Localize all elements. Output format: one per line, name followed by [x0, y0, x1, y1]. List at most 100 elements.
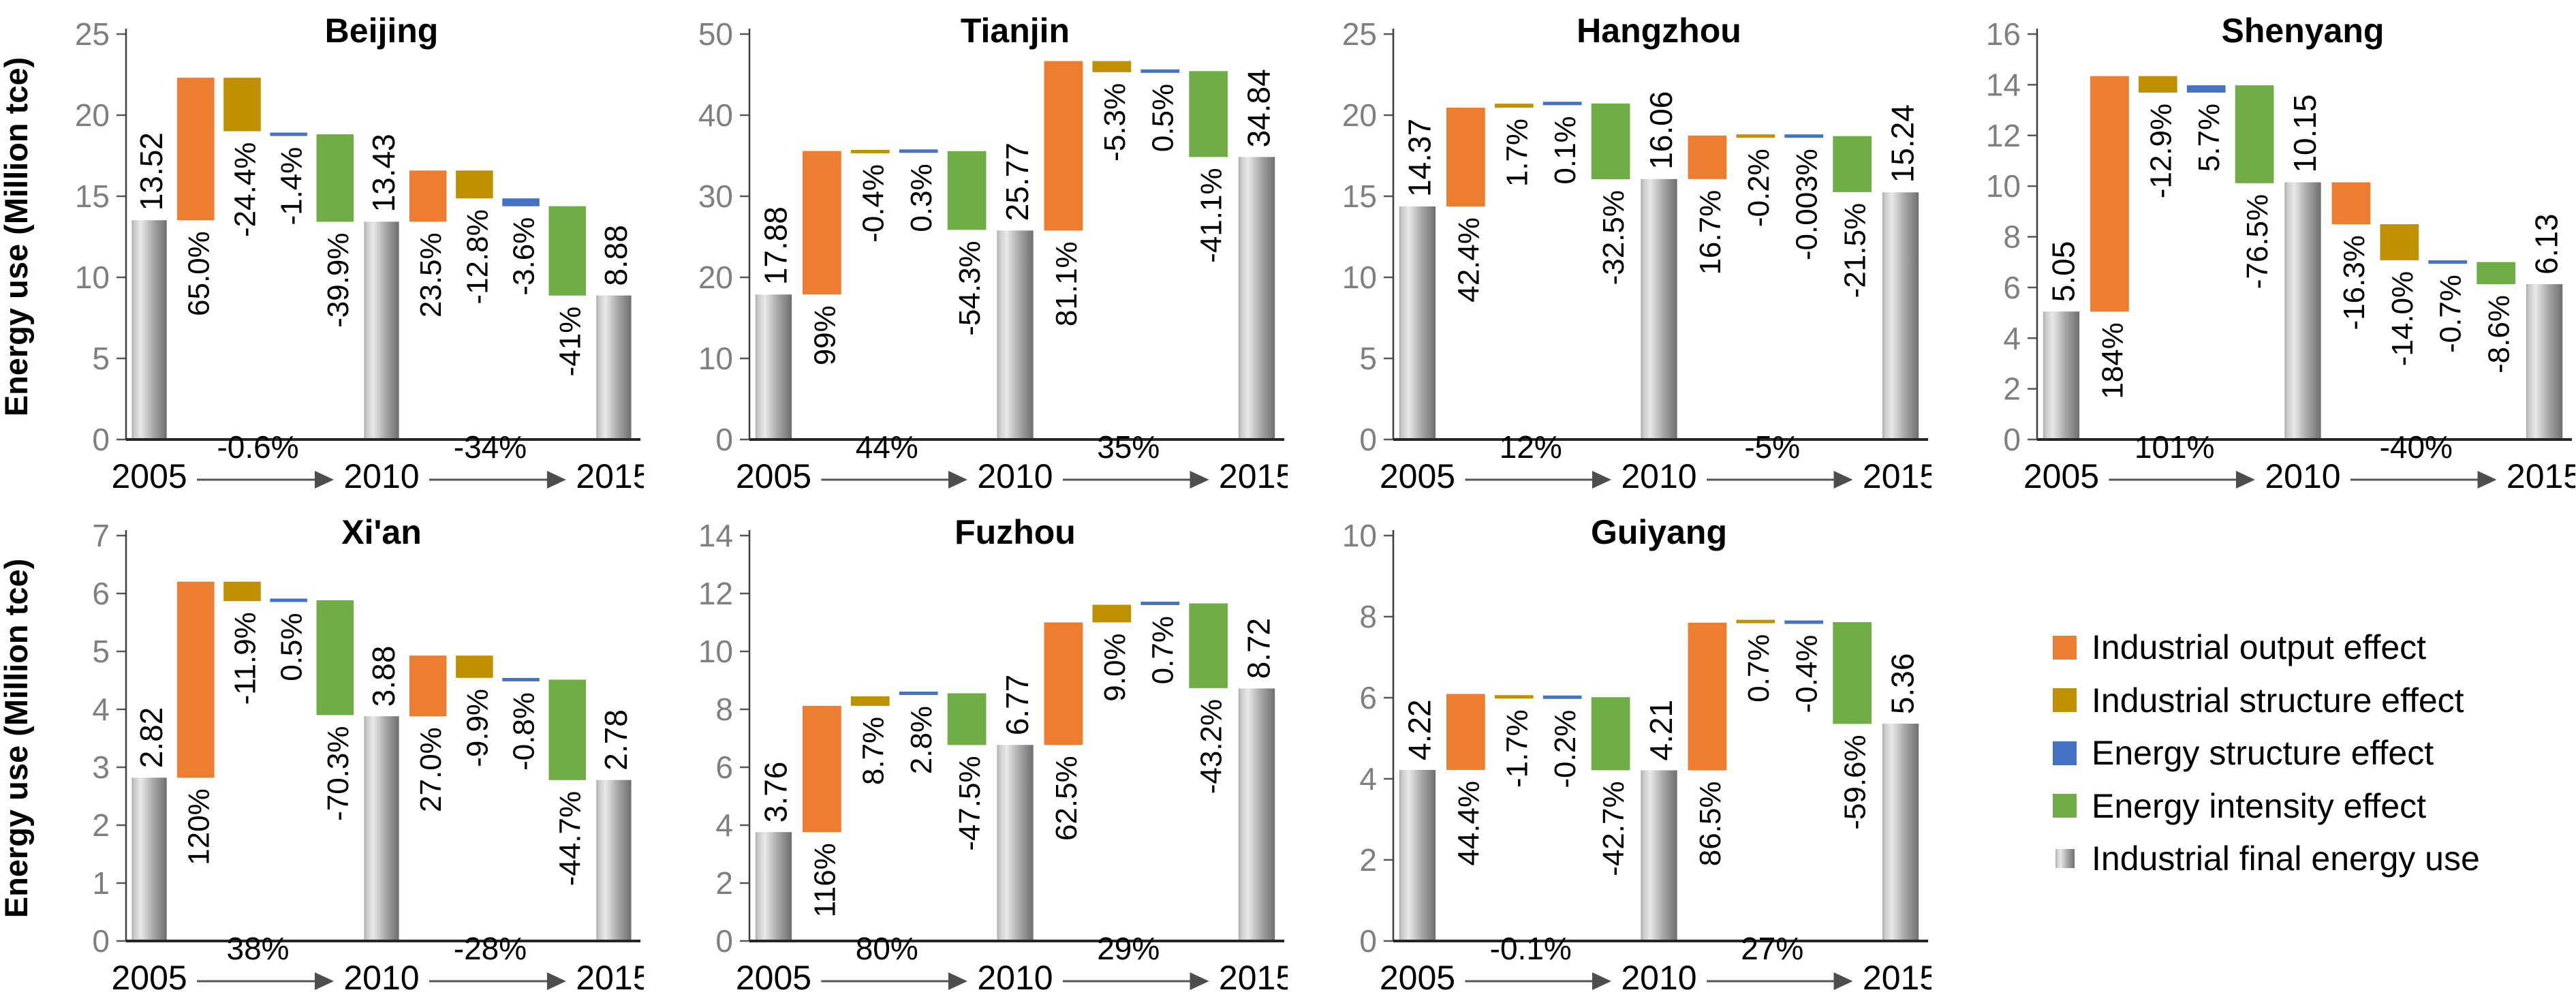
energy-intensity-effect-bar — [1189, 603, 1228, 688]
energy-structure-effect-bar — [1784, 620, 1824, 624]
transition-arrow-head — [315, 972, 334, 990]
transition-arrow-head — [315, 471, 334, 489]
year-label: 2015 — [1863, 457, 1931, 495]
y-axis-tick-label: 0 — [2003, 422, 2021, 457]
year-label: 2005 — [2023, 457, 2099, 495]
total-change-label: 27% — [1741, 931, 1803, 966]
effect-pct-label: 0.5% — [1147, 84, 1180, 152]
industrial-structure-effect-bar — [1092, 61, 1132, 72]
industrial-final-energy-use-bar — [596, 295, 632, 439]
industrial-structure-effect-bar — [1092, 604, 1132, 623]
effect-pct-label: -21.5% — [1839, 203, 1872, 298]
effect-pct-label: -0.4% — [1790, 635, 1824, 713]
effect-pct-label: 16.7% — [1694, 190, 1727, 275]
y-axis-tick-label: 20 — [1342, 97, 1377, 133]
effect-pct-label: -76.5% — [2241, 194, 2274, 289]
effect-pct-label: 23.5% — [414, 232, 448, 318]
legend-item-industrial-output-effect: Industrial output effect — [2053, 630, 2480, 666]
year-label: 2005 — [111, 959, 187, 997]
bar-value-label: 3.76 — [758, 762, 793, 823]
effect-pct-label: -41.1% — [1195, 168, 1228, 262]
effect-pct-label: -24.4% — [228, 142, 262, 237]
industrial-final-energy-use-bar — [755, 832, 792, 941]
y-axis-tick-label: 25 — [75, 16, 110, 52]
total-change-label: 101% — [2135, 429, 2215, 465]
effect-pct-label: -59.6% — [1839, 735, 1872, 829]
y-axis-tick-label: 16 — [1986, 16, 2021, 52]
effect-pct-label: 0.7% — [1147, 616, 1180, 684]
energy-intensity-effect-bar — [316, 600, 354, 715]
effect-pct-label: -32.5% — [1597, 190, 1630, 285]
bar-value-label: 5.05 — [2045, 241, 2081, 303]
industrial-output-effect-bar — [2331, 182, 2371, 225]
industrial-output-effect-bar — [1044, 61, 1083, 231]
y-axis-tick-label: 14 — [698, 518, 733, 553]
legend-item-label: Industrial structure effect — [2092, 681, 2464, 720]
y-axis-tick-label: 12 — [698, 576, 733, 611]
effect-pct-label: 9.0% — [1098, 633, 1132, 701]
legend-item-label: Industrial output effect — [2092, 628, 2427, 666]
transition-arrow-head — [948, 972, 967, 990]
industrial-structure-effect-bar — [1736, 619, 1775, 623]
transition-arrow-head — [1833, 972, 1853, 990]
y-axis-tick-label: 5 — [1359, 341, 1377, 376]
y-axis-tick-label: 10 — [1342, 260, 1377, 295]
y-axis-tick-label: 6 — [715, 750, 733, 785]
bar-value-label: 6.77 — [999, 675, 1035, 736]
industrial-structure-swatch — [2053, 688, 2077, 713]
year-label: 2005 — [736, 457, 811, 495]
legend-item-industrial-final-energy-use: Industrial final energy use — [2053, 841, 2480, 877]
energy-intensity-effect-bar — [2477, 262, 2515, 285]
y-axis-title: Energy use (Million tce) — [0, 57, 34, 417]
effect-pct-label: -47.5% — [953, 756, 987, 850]
total-change-label: 38% — [227, 931, 290, 966]
bar-value-label: 34.84 — [1241, 69, 1277, 147]
energy-structure-effect-bar — [2186, 85, 2226, 93]
industrial-output-effect-bar — [1446, 694, 1485, 770]
effect-pct-label: 99% — [808, 305, 841, 365]
industrial-output-swatch — [2053, 635, 2077, 660]
y-axis-tick-label: 15 — [1342, 179, 1377, 214]
effect-pct-label: 0.1% — [1549, 116, 1582, 184]
effect-pct-label: -0.8% — [508, 692, 541, 771]
transition-arrow-head — [546, 972, 566, 990]
total-change-label: 80% — [856, 931, 918, 966]
y-axis-tick-label: 2 — [92, 807, 110, 843]
year-label: 2010 — [343, 457, 419, 495]
energy-intensity-effect-bar — [1591, 697, 1630, 771]
total-change-label: -5% — [1744, 429, 1800, 465]
chart-hangzhou: Hangzhou 0 5 10 15 20 25 14.37 16.06 15.24 42.4% 1.… — [1342, 12, 1931, 495]
chart-cell-fuzhou: Fuzhou 0 2 4 6 8 10 12 14 3.76 6.77 8.72 116% 8.7% 2.8… — [644, 502, 1288, 1003]
industrial-final-energy-use-bar — [1882, 724, 1919, 941]
energy-structure-effect-bar — [1784, 134, 1824, 138]
industrial-output-effect-bar — [177, 78, 215, 221]
industrial-structure-effect-bar — [456, 655, 493, 678]
industrial-structure-effect-bar — [223, 581, 261, 602]
effect-pct-label: -1.4% — [275, 147, 309, 226]
industrial-structure-effect-bar — [1494, 104, 1534, 108]
total-change-label: -28% — [454, 931, 527, 966]
effect-pct-label: -5.3% — [1098, 83, 1132, 161]
effect-pct-label: -16.3% — [2338, 235, 2371, 330]
effect-pct-label: 62.5% — [1050, 756, 1083, 841]
y-axis-tick-label: 4 — [715, 807, 733, 843]
legend-item-label: Industrial final energy use — [2092, 839, 2480, 878]
total-change-label: -0.1% — [1490, 931, 1572, 966]
energy-structure-effect-bar — [1542, 695, 1582, 699]
industrial-final-energy-use-bar — [1641, 179, 1677, 439]
y-axis-tick-label: 30 — [698, 179, 733, 214]
chart-title: Tianjin — [961, 12, 1070, 50]
bar-value-label: 2.82 — [134, 707, 169, 769]
industrial-output-effect-bar — [1446, 107, 1485, 206]
industrial-structure-effect-bar — [850, 149, 890, 153]
effect-pct-label: 120% — [182, 788, 215, 865]
effect-pct-label: -39.9% — [322, 232, 355, 327]
effect-pct-label: -3.6% — [508, 217, 541, 296]
y-axis-tick-label: 4 — [2003, 320, 2021, 356]
effect-pct-label: 42.4% — [1452, 217, 1485, 303]
effect-pct-label: -0.2% — [1549, 710, 1582, 788]
chart-cell-hangzhou: Hangzhou 0 5 10 15 20 25 14.37 16.06 15.24 42.4% 1.… — [1288, 0, 1931, 502]
transition-arrow-head — [2477, 471, 2497, 489]
year-label: 2010 — [977, 457, 1053, 495]
bar-value-label: 10.15 — [2287, 94, 2323, 172]
